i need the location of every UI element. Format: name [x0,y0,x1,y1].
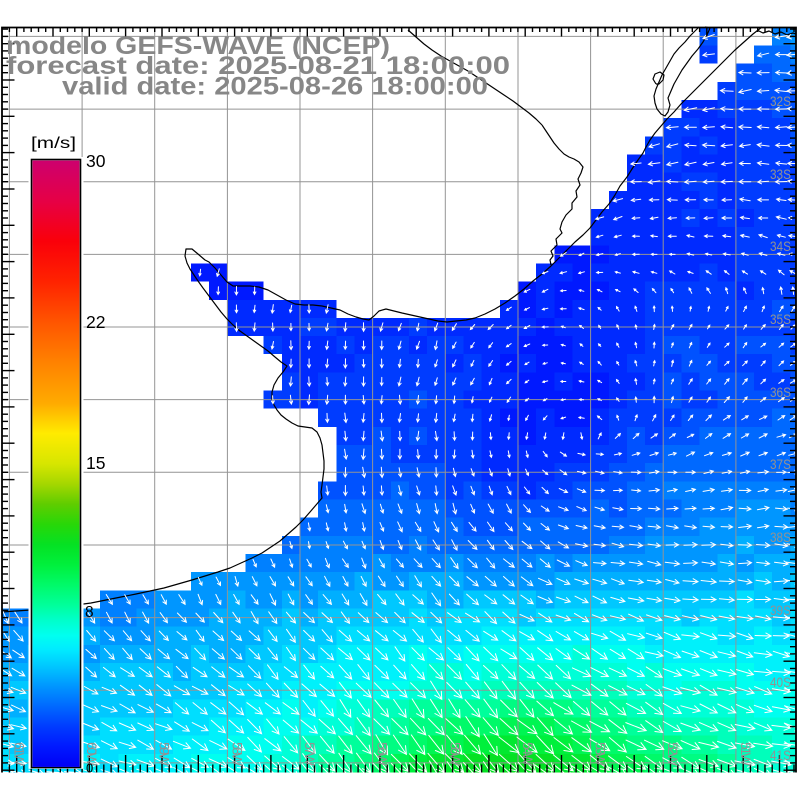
svg-text:36S: 36S [770,384,791,400]
svg-text:59W: 59W [157,742,173,767]
svg-text:56W: 56W [375,742,391,767]
svg-text:53W: 53W [593,742,609,767]
svg-text:34S: 34S [770,238,791,254]
svg-text:39S: 39S [770,602,791,618]
svg-text:40S: 40S [770,674,791,690]
svg-text:38S: 38S [770,529,791,545]
svg-text:22: 22 [86,312,105,332]
svg-text:forecast date: 2025-08-21 18:0: forecast date: 2025-08-21 18:00:00 [6,52,510,80]
svg-text:33S: 33S [770,166,791,182]
svg-text:60W: 60W [84,742,100,767]
svg-text:valid date: 2025-08-26 18:00:0: valid date: 2025-08-26 18:00:00 [62,73,488,101]
svg-text:0: 0 [86,760,93,775]
svg-text:8: 8 [85,604,94,621]
svg-text:57W: 57W [302,742,318,767]
svg-text:[m/s]: [m/s] [31,135,76,152]
svg-text:58W: 58W [229,742,245,767]
svg-text:51W: 51W [738,742,754,767]
svg-text:55W: 55W [447,742,463,767]
svg-text:54W: 54W [520,742,536,767]
svg-text:modelo GEFS-WAVE (NCEP): modelo GEFS-WAVE (NCEP) [6,32,390,60]
svg-text:35S: 35S [770,311,791,327]
svg-text:37S: 37S [770,456,791,472]
svg-text:30: 30 [86,151,106,171]
svg-text:15: 15 [86,453,105,473]
svg-text:32S: 32S [770,93,791,109]
svg-text:61W: 61W [11,742,27,767]
svg-text:41S: 41S [770,747,791,763]
svg-text:52W: 52W [665,742,681,767]
